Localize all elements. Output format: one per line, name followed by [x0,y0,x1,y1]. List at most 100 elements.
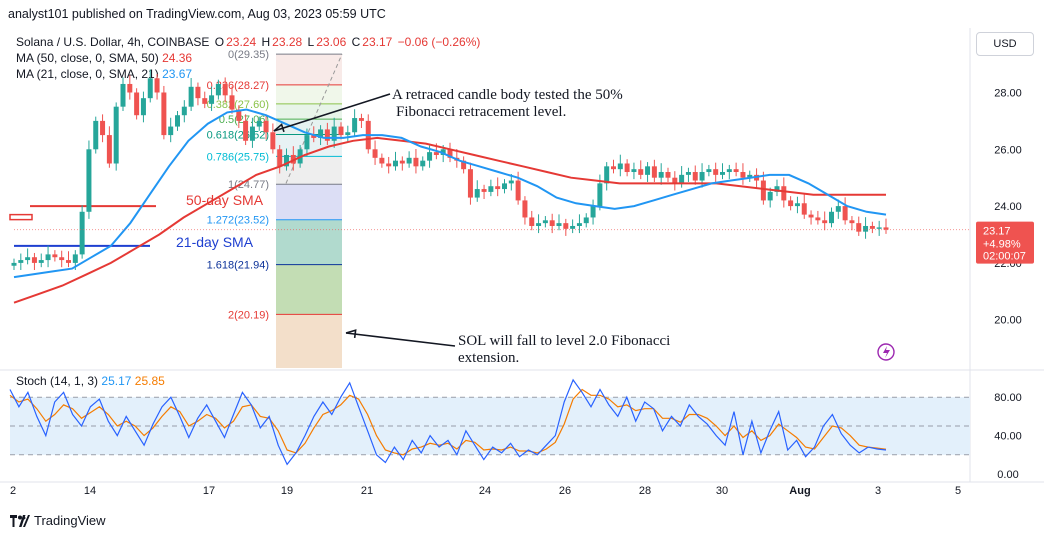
candle-body [140,98,146,116]
candle-body [740,172,746,178]
candle-body [760,180,766,201]
candle-body [549,220,555,226]
candle-body [767,191,773,201]
candle-body [576,223,582,226]
fib-level-label: 1.272(23.52) [207,215,269,227]
candle-body [284,154,289,167]
candle-body [338,126,344,136]
ma21-value: 23.67 [162,67,193,81]
candle-body [188,86,194,107]
candle-body [249,126,255,141]
stoch-tick-label: 40.00 [994,431,1022,443]
candle-body [386,163,392,167]
candle-body [529,217,535,226]
time-tick-label: 14 [84,485,96,497]
fib-zone [276,264,342,315]
stoch-tick-label: 0.00 [997,469,1018,481]
candle-body [106,135,112,164]
candle-body [215,83,221,96]
candle-body [679,174,685,184]
candle-body [808,214,814,218]
time-tick-label: 30 [716,485,728,497]
fib-zone [276,219,342,265]
candle-body [638,169,644,175]
candle-body [842,206,848,221]
fib-level-label: 1(24.77) [228,179,269,191]
stoch-d-line [9,388,887,456]
time-tick-label: 21 [361,485,373,497]
candle-body [461,160,467,170]
candle-body [25,257,31,261]
candle-body [665,172,671,178]
low-value: 23.06 [316,35,347,49]
candle-body [474,189,480,198]
last-price-badge-text: 23.17 [983,226,1011,238]
candle-body [617,163,623,170]
fib-zone [276,103,342,120]
candle-body [345,132,351,136]
fib-level-label: 0.618(26.52) [207,130,269,142]
candle-body [883,227,889,230]
candle-body [563,223,569,229]
annotation-top-arrow-head [273,123,285,133]
candle-body [181,106,187,116]
ma50-row[interactable]: MA (50, close, 0, SMA, 50) 24.36 [16,50,482,66]
candle-body [692,172,698,181]
candle-body [801,203,807,215]
candle-body [856,223,862,232]
chart-legend: Solana / U.S. Dollar, 4h, COINBASE O 23.2… [16,34,482,82]
candle-body [440,149,446,155]
close-label: C [351,35,361,49]
candle-body [209,95,215,104]
candle-body [488,186,494,192]
close-value: 23.17 [362,35,393,49]
annotation-top-text: Fibonacci retracement level. [396,104,566,120]
candle-body [570,225,576,229]
candle-body [815,217,821,221]
last-price-badge-text: 02:00:07 [983,251,1026,263]
candle-body [45,254,51,261]
ma50-line [13,136,886,304]
candle-body [794,203,800,207]
time-tick-label: 2 [10,485,16,497]
candle-body [195,86,201,99]
candle-body [481,189,487,192]
candle-body [100,120,106,136]
candle-body [86,149,92,212]
marker-rect [9,213,33,221]
stoch-tick-label: 80.00 [994,392,1022,404]
ma21-line [13,108,887,279]
candle-body [849,220,855,224]
fib-level-label: 0.236(28.27) [207,80,269,92]
publisher-header: analyst101 published on TradingView.com,… [8,7,386,21]
candle-body [72,254,78,263]
candle-body [175,115,180,127]
candle-body [433,152,439,155]
fib-zone [276,314,342,368]
candle-body [263,120,269,133]
candle-body [358,118,364,121]
price-tick-label: 20.00 [994,315,1022,327]
candle-body [304,135,310,150]
candle-body [713,169,719,175]
candle-body [597,183,603,207]
open-value: 23.24 [226,35,257,49]
tradingview-footer[interactable]: TradingView [10,513,106,530]
candle-body [147,78,153,99]
stoch-legend[interactable]: Stoch (14, 1, 3) 25.17 25.85 [16,374,165,388]
candle-body [18,260,24,263]
ohlc-row: Solana / U.S. Dollar, 4h, COINBASE O 23.2… [16,34,482,50]
candle-body [59,257,65,261]
fib-level-label: 0.5(27.06) [219,114,269,126]
currency-button[interactable]: USD [976,32,1034,56]
candle-body [556,223,562,226]
candle-body [277,149,283,167]
candle-body [508,180,514,184]
candle-body [788,200,794,207]
candle-body [379,157,385,164]
candle-body [604,166,610,184]
candle-body [427,152,433,161]
symbol-label[interactable]: Solana / U.S. Dollar, 4h, COINBASE [16,35,210,49]
fib-level-label: 2(20.19) [228,309,269,321]
